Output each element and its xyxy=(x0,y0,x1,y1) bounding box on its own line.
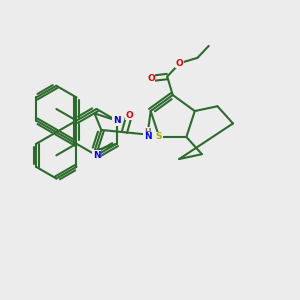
Text: H: H xyxy=(144,128,151,137)
Text: N: N xyxy=(113,116,120,125)
Text: O: O xyxy=(147,74,155,83)
Text: O: O xyxy=(176,58,184,68)
Text: N: N xyxy=(144,132,151,141)
Text: O: O xyxy=(125,111,133,120)
Text: N: N xyxy=(93,151,100,160)
Text: S: S xyxy=(156,133,162,142)
